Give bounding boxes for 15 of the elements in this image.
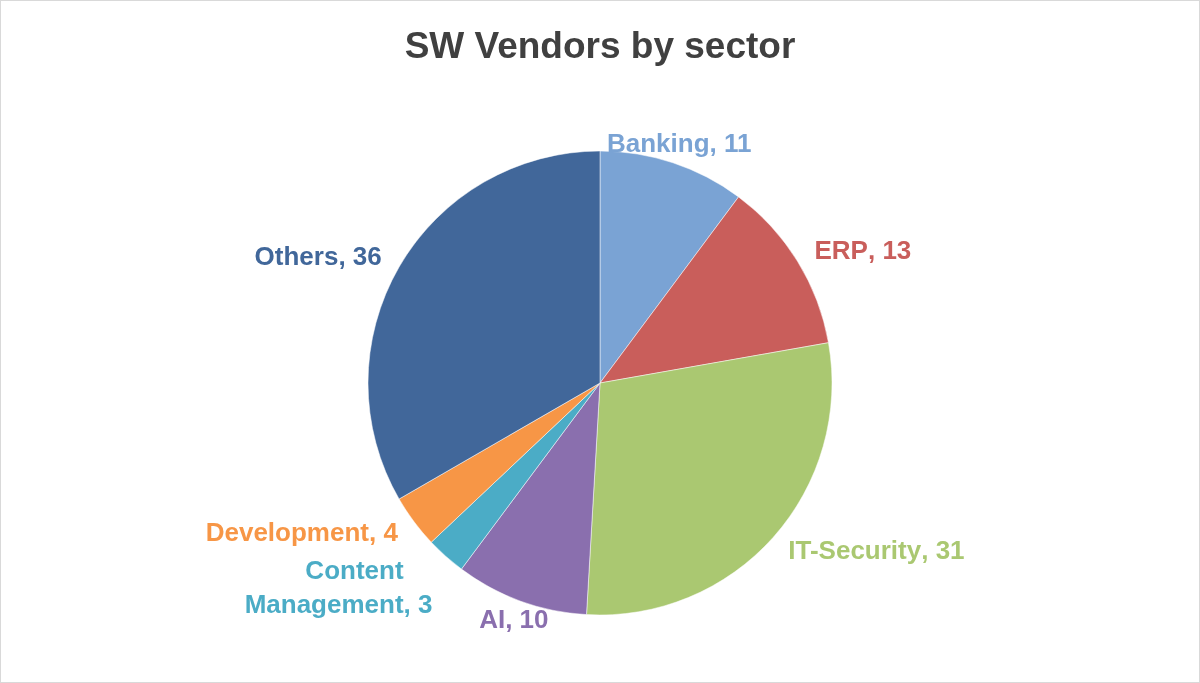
data-label: , 3 <box>403 589 433 620</box>
data-label: , 31 <box>921 534 965 565</box>
data-label: , 13 <box>867 234 912 265</box>
slice-label: Banking <box>607 127 710 158</box>
slice-label: Development <box>205 517 370 548</box>
data-label: , 10 <box>505 603 549 634</box>
slice-label: Content Management <box>244 555 404 620</box>
data-label: , 4 <box>368 517 399 548</box>
data-label: , 36 <box>338 241 382 271</box>
slice-label: AI <box>479 603 506 634</box>
slice-label: Others <box>254 241 339 271</box>
chart-title: SW Vendors by sector <box>404 25 796 66</box>
data-label: , 11 <box>709 127 752 158</box>
slice-label: ERP <box>814 234 868 265</box>
slice-label: IT-Security <box>788 534 922 565</box>
